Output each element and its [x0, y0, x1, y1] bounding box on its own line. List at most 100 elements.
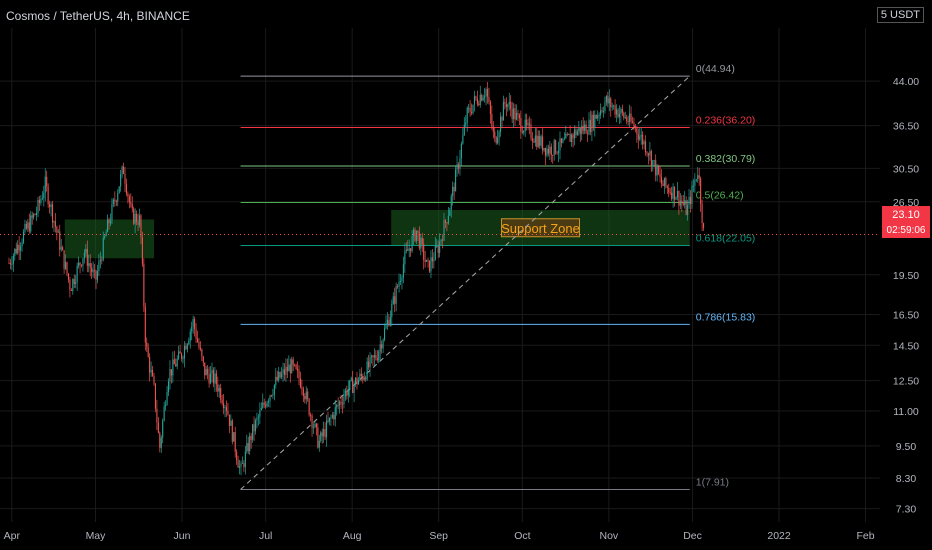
y-tick-label: 14.50 [893, 340, 919, 352]
candle-body [584, 124, 586, 131]
candle-body [14, 248, 16, 256]
candle-body [417, 230, 419, 233]
candle-body [353, 383, 355, 393]
candle-body [372, 355, 374, 358]
trendline[interactable] [240, 75, 691, 490]
candle-body [343, 396, 345, 405]
time-axis[interactable]: Apr May Jun Jul Aug Sep Oct Nov Dec 2022 Feb [4, 530, 875, 542]
candle-body [563, 138, 565, 140]
candle-body [134, 213, 136, 224]
candle-body [240, 463, 242, 467]
candle-body [446, 222, 448, 224]
candle-body [492, 126, 494, 132]
candle-body [575, 129, 577, 136]
price-label-countdown: 02:59:06 [887, 225, 926, 236]
candle-body [366, 361, 368, 380]
candle-body [681, 200, 683, 203]
candle-body [542, 136, 544, 151]
candle-body [276, 376, 278, 381]
trendline-path[interactable] [240, 75, 691, 490]
candle-body [370, 355, 373, 357]
candle-body [250, 435, 252, 440]
candle-body [378, 351, 380, 361]
candle-body [53, 221, 55, 223]
candle-body [469, 107, 471, 112]
candle-body [481, 94, 483, 101]
candle-body [49, 204, 51, 208]
candle-body [495, 137, 497, 144]
candle-body [440, 239, 442, 242]
candle-body [540, 136, 542, 146]
candle-body [320, 432, 322, 441]
candle-body [562, 139, 564, 143]
candle-body [91, 267, 93, 273]
candle-body [389, 317, 391, 326]
unit-badge[interactable]: 5 USDT [876, 7, 924, 23]
price-axis[interactable]: 44.00 36.50 30.50 26.50 19.50 16.50 14.50 12.50… [893, 76, 919, 515]
candle-body [259, 410, 261, 417]
candle-body [98, 261, 100, 272]
candle-body [144, 306, 146, 343]
candle-body [57, 231, 59, 233]
candle-body [605, 96, 607, 103]
candle-body [141, 237, 143, 264]
candle-body [324, 429, 326, 438]
candle-body [486, 89, 489, 97]
candle-body [321, 432, 323, 437]
candle-body [96, 271, 98, 280]
candle-body [363, 377, 365, 380]
candle-body [572, 134, 574, 139]
candle-body [566, 133, 568, 135]
candle-body [311, 415, 313, 428]
candle-body [355, 377, 357, 384]
candle-body [433, 259, 435, 262]
x-tick-label: Feb [856, 530, 874, 542]
candle-body [278, 371, 280, 381]
candle-body [34, 214, 36, 215]
candle-body [549, 146, 551, 154]
candle-body [125, 183, 127, 194]
candle-body [466, 108, 468, 123]
candle-body [21, 242, 23, 247]
candle-body [647, 153, 649, 156]
candle-body [59, 231, 61, 250]
candle-body [568, 134, 570, 135]
candle-body [326, 420, 328, 438]
candle-body [569, 134, 571, 143]
candle-body [365, 377, 367, 380]
fib-label: 0(44.94) [696, 63, 735, 75]
candle-body [218, 387, 220, 392]
candle-body [658, 165, 660, 174]
candle-body [414, 229, 416, 241]
candle-body [394, 296, 396, 304]
candle-body [257, 416, 259, 418]
candle-body [182, 358, 184, 360]
candle-body [268, 400, 270, 403]
candle-body [215, 373, 217, 385]
candle-body [672, 186, 674, 199]
candle-body [515, 113, 518, 120]
candle-body [152, 370, 154, 377]
candle-body [631, 121, 634, 123]
candle-body [558, 150, 560, 154]
candle-body [156, 408, 158, 423]
candle-body [420, 237, 422, 249]
candle-body [136, 213, 138, 223]
candle-body [384, 328, 386, 340]
candle-body [368, 361, 370, 368]
candle-body [450, 196, 452, 210]
candle-body [118, 186, 120, 194]
candle-body [618, 113, 620, 118]
candle-body [331, 414, 333, 418]
candle-body [629, 113, 631, 123]
candle-body [341, 403, 344, 405]
candle-body [254, 420, 257, 432]
candle-body [289, 364, 291, 374]
candle-body [330, 417, 332, 419]
x-tick-label: Nov [600, 530, 619, 542]
candle-body [281, 373, 283, 378]
candle-body [613, 105, 615, 107]
candle-body [427, 259, 429, 261]
fib-levels[interactable]: 0(44.94) 0.236(36.20) 0.382(30.79) 0.5(26.4… [240, 63, 756, 490]
